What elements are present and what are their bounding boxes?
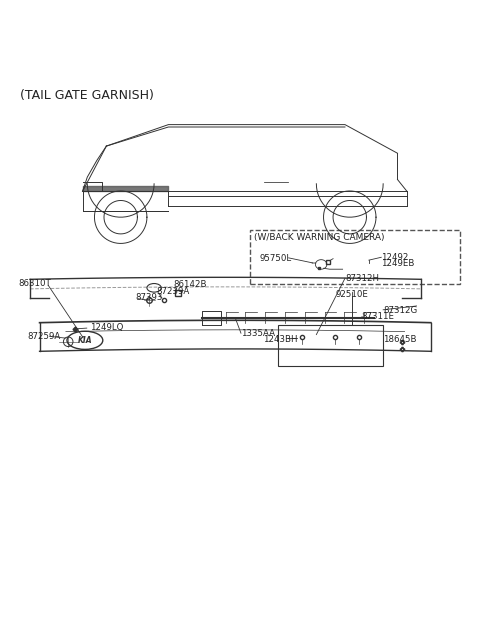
Text: 92510E: 92510E [336,290,368,300]
Bar [278,325,383,365]
Text: 86142B: 86142B [173,280,207,290]
Bar [250,230,459,285]
Text: 87259A: 87259A [28,331,61,341]
Text: KIA: KIA [78,336,92,345]
Text: (TAIL GATE GARNISH): (TAIL GATE GARNISH) [21,89,155,102]
Text: 95750L: 95750L [259,254,291,262]
Text: 1243BH: 1243BH [263,335,298,344]
Text: 87312G: 87312G [383,306,418,316]
Text: 1335AA: 1335AA [241,329,275,338]
Text: 87393: 87393 [135,293,162,302]
Text: 87311E: 87311E [362,312,395,321]
Text: 86310T: 86310T [18,278,51,288]
Text: 87239A: 87239A [156,286,190,296]
Text: 1249EB: 1249EB [381,259,415,268]
Text: 18645B: 18645B [383,335,417,344]
Text: 1249LQ: 1249LQ [90,324,123,333]
Text: (W/BACK WARNING CAMERA): (W/BACK WARNING CAMERA) [254,233,385,242]
Text: 12492: 12492 [381,253,408,262]
Text: 87312H: 87312H [345,274,379,283]
